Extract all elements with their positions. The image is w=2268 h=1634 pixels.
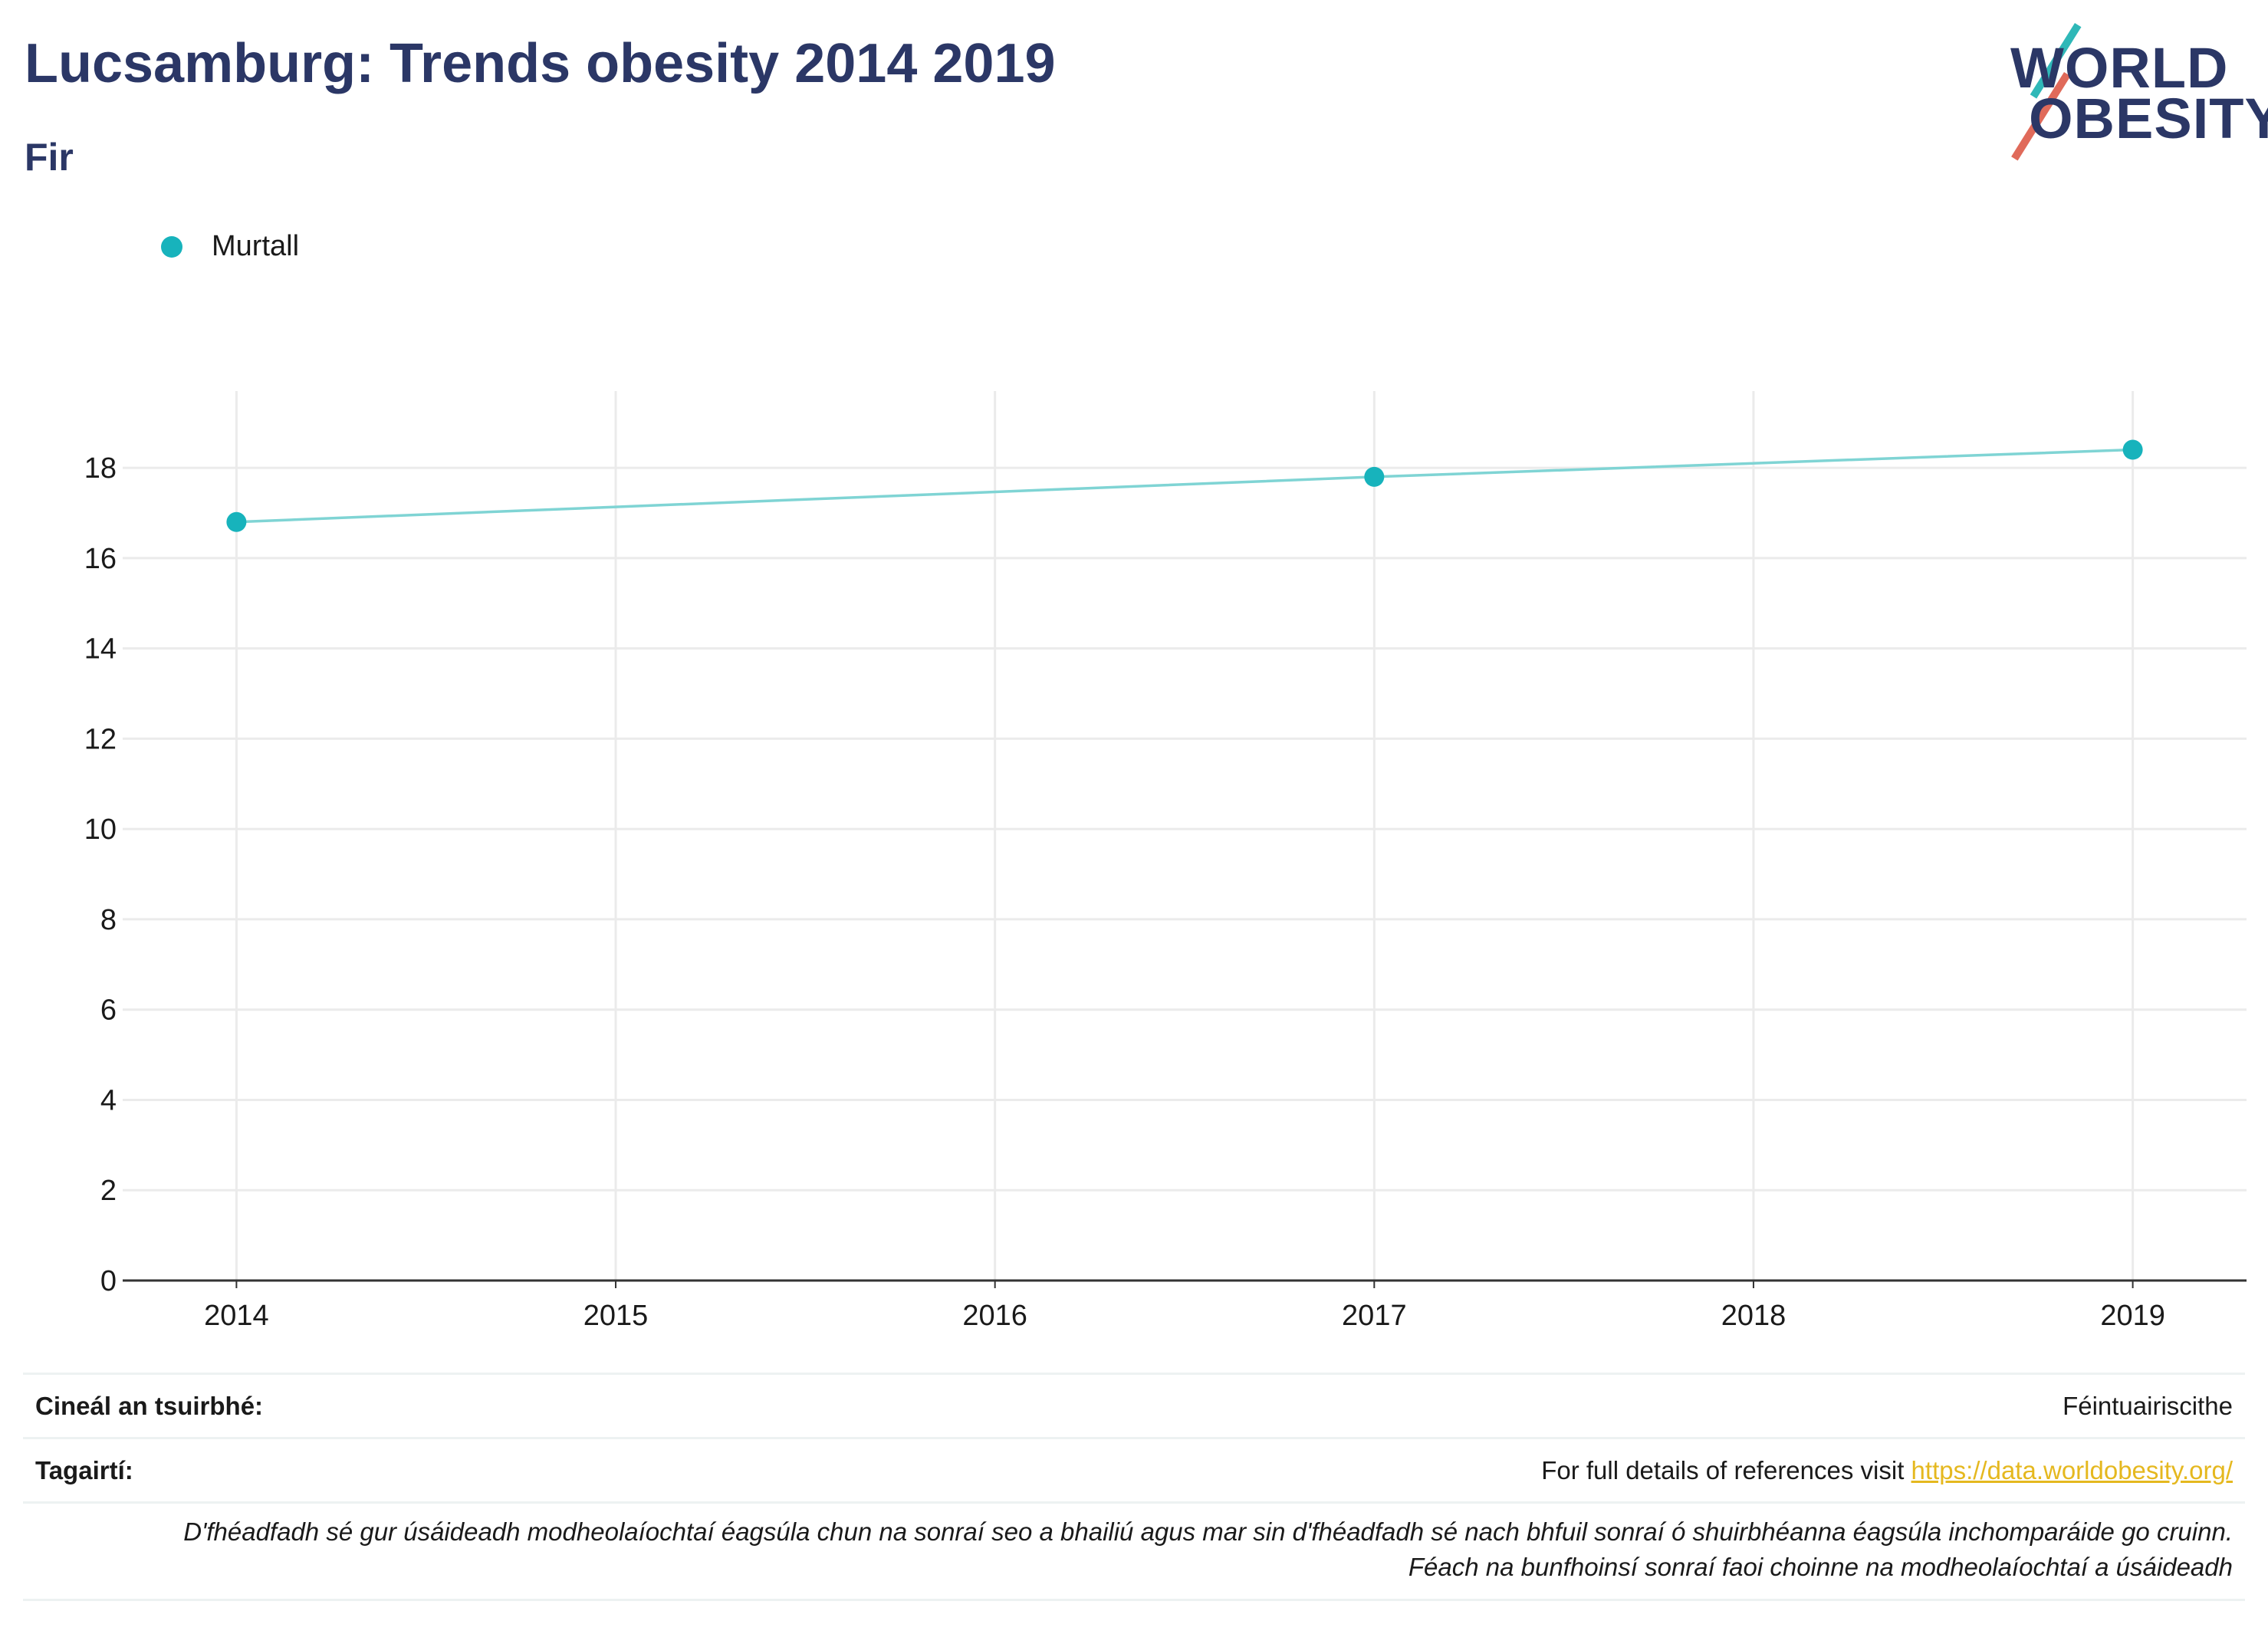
logo-line-1: WORLD — [2010, 36, 2229, 100]
y-tick-label: 0 — [100, 1265, 117, 1297]
y-tick-label: 18 — [84, 452, 117, 485]
x-tick-label: 2018 — [1721, 1300, 1786, 1332]
axes — [123, 1279, 2247, 1288]
x-tick-label: 2017 — [1342, 1300, 1407, 1332]
legend-label: Murtall — [212, 230, 300, 262]
references-label: Tagairtí: — [35, 1456, 133, 1484]
y-tick-label: 16 — [84, 543, 117, 575]
references-text: For full details of references visit — [1541, 1456, 1911, 1484]
logo-line-2: OBESITY — [2029, 87, 2268, 150]
y-tick-label: 4 — [100, 1084, 117, 1116]
survey-type-row: Cineál an tsuirbhé: Féintuairiscithe — [23, 1373, 2245, 1439]
references-link[interactable]: https://data.worldobesity.org/ — [1911, 1456, 2233, 1484]
x-tick-label: 2015 — [583, 1300, 649, 1332]
references-row: Tagairtí: For full details of references… — [23, 1437, 2245, 1504]
y-tick-label: 2 — [100, 1175, 117, 1207]
y-tick-label: 6 — [100, 995, 117, 1027]
survey-type-label: Cineál an tsuirbhé: — [35, 1392, 264, 1420]
x-tick-label: 2016 — [962, 1300, 1027, 1332]
methodology-note-line-2: Féach na bunfhoinsí sonraí faoi choinne … — [1408, 1553, 2233, 1581]
legend-marker — [161, 235, 182, 258]
grid-lines — [123, 391, 2247, 1281]
series-line — [236, 448, 2133, 524]
y-tick-label: 10 — [84, 814, 117, 846]
x-tick-label: 2014 — [204, 1300, 269, 1332]
y-tick-label: 12 — [84, 723, 117, 755]
y-tick-label: 8 — [100, 904, 117, 936]
references-value: For full details of references visit htt… — [1541, 1456, 2233, 1485]
data-series — [226, 439, 2143, 532]
data-point — [2122, 439, 2143, 460]
methodology-note-row: D'fhéadfadh sé gur úsáideadh modheolaíoc… — [23, 1501, 2245, 1601]
methodology-note: D'fhéadfadh sé gur úsáideadh modheolaíoc… — [183, 1514, 2233, 1585]
methodology-note-line-1: D'fhéadfadh sé gur úsáideadh modheolaíoc… — [183, 1517, 2233, 1546]
chart-subtitle: Fir — [25, 136, 74, 179]
data-point — [226, 511, 247, 532]
chart-title: Lucsamburg: Trends obesity 2014 2019 — [25, 33, 1056, 94]
line-chart: 0 2 4 6 8 10 12 14 16 18 2014 2015 2016 2017 2018 2019 — [84, 391, 2247, 1332]
world-obesity-logo: WORLD OBESITY — [2001, 23, 2268, 161]
y-tick-label: 14 — [84, 633, 117, 666]
legend[interactable]: Murtall — [161, 230, 299, 263]
data-point — [1364, 466, 1385, 487]
x-tick-label: 2019 — [2100, 1300, 2165, 1332]
survey-type-value: Féintuairiscithe — [2063, 1392, 2233, 1420]
tick-labels: 0 2 4 6 8 10 12 14 16 18 2014 2015 2016 2017 2018 2019 — [84, 452, 2165, 1332]
